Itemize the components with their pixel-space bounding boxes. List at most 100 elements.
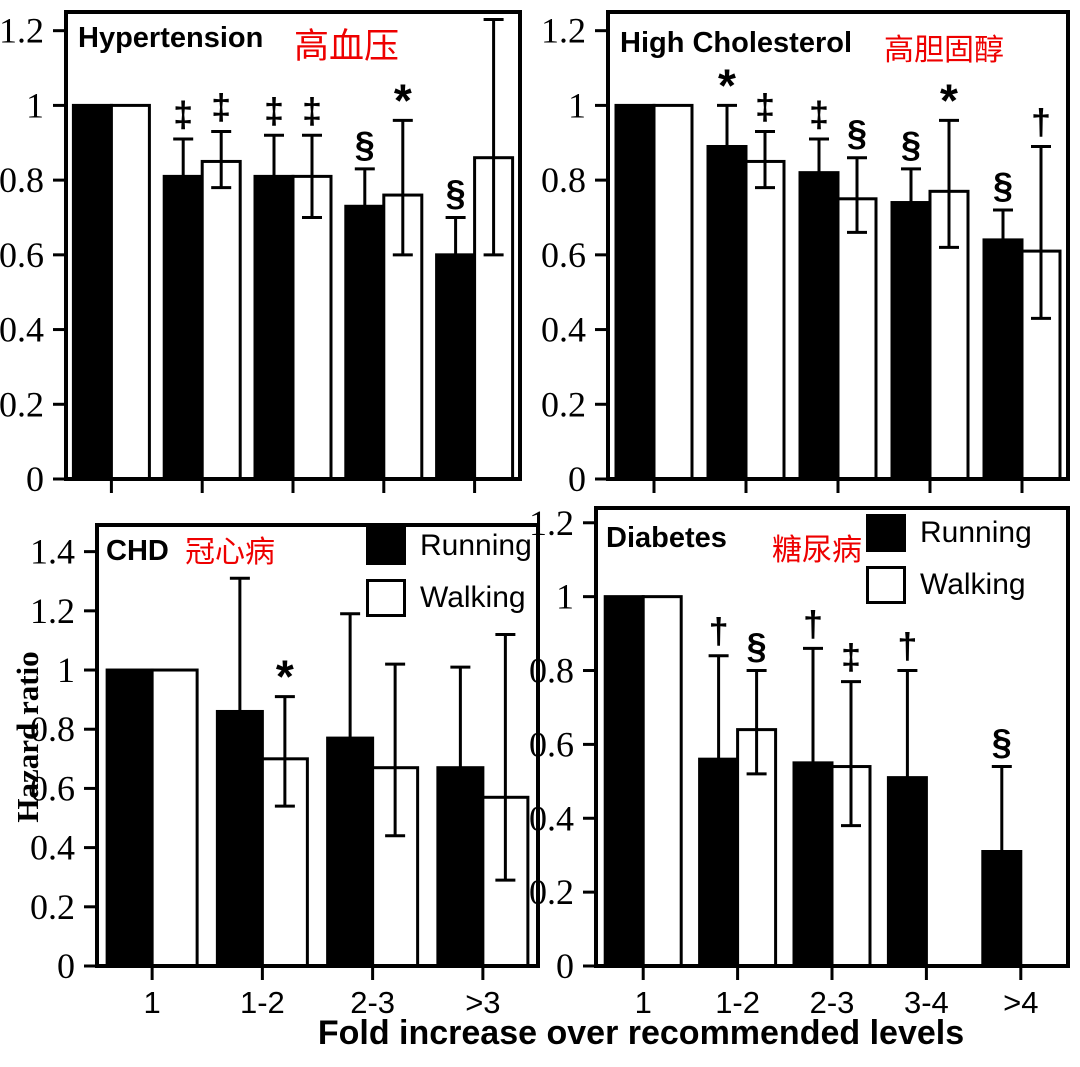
diabetes-x-tick-label-3: 3-4 (904, 985, 949, 1020)
chd-y-tick-label: 1 (57, 650, 75, 690)
panel-title-high-cholesterol: High Cholesterol (620, 27, 853, 59)
diabetes-y-tick-label: 0.2 (529, 872, 574, 912)
diabetes-significance-marker-3: † (897, 626, 917, 667)
hypertension-y-tick-label: 0.2 (0, 384, 44, 424)
hypertension-significance-marker-2: ‡ (302, 90, 322, 131)
high_cholesterol-running-bar-2 (798, 171, 840, 481)
hypertension-running-bar-3 (344, 204, 386, 481)
high_cholesterol-significance-marker-3: § (901, 124, 921, 165)
high_cholesterol-running-bar-3 (890, 201, 932, 481)
diabetes-significance-marker-1: † (709, 611, 729, 652)
legend-swatch-walking (366, 579, 406, 617)
legend-row-running: Running (366, 527, 532, 565)
legend-label-walking: Walking (920, 568, 1026, 601)
panel-title-diabetes: Diabetes (606, 522, 727, 554)
diabetes-significance-marker-1: § (747, 626, 767, 667)
high_cholesterol-walking-bar-1 (744, 159, 786, 481)
diabetes-significance-marker-2: † (803, 603, 823, 644)
hypertension-running-bar-0 (71, 103, 113, 481)
chd-significance-marker-1: * (276, 651, 294, 703)
chd-plot-frame (95, 523, 540, 968)
hypertension-significance-marker-2: ‡ (264, 90, 284, 131)
high_cholesterol-y-tick-label: 1.2 (541, 11, 586, 51)
legend-chd: Running Walking (366, 527, 532, 631)
legend-swatch-walking (866, 566, 906, 604)
high_cholesterol-significance-marker-1: * (718, 59, 736, 111)
chd-y-tick-label: 0.6 (30, 768, 75, 808)
chd-running-bar-0 (105, 668, 154, 968)
chd-y-tick-label: 0 (57, 946, 75, 986)
diabetes-y-tick-label: 0.6 (529, 724, 574, 764)
diabetes-y-tick-label: 0.4 (529, 798, 574, 838)
panel-title-cn-high-cholesterol: 高胆固醇 (884, 34, 1004, 67)
chd-x-tick-label-3: >3 (465, 985, 500, 1020)
diabetes-walking-bar-0 (641, 595, 683, 968)
hypertension-y-tick-label: 0 (26, 459, 44, 499)
legend-label-running: Running (920, 516, 1032, 549)
chd-y-tick-label: 1.4 (30, 532, 75, 572)
hypertension-y-tick-label: 1 (26, 85, 44, 125)
x-axis-title: Fold increase over recommended levels (317, 1014, 965, 1052)
high_cholesterol-significance-marker-2: ‡ (809, 94, 829, 135)
panel-title-cn-hypertension: 高血压 (294, 27, 400, 66)
legend-swatch-running (366, 527, 406, 565)
hypertension-significance-marker-3: * (394, 74, 412, 126)
hypertension-significance-marker-1: ‡ (173, 94, 193, 135)
chd-y-tick-label: 0.4 (30, 828, 75, 868)
diabetes-running-bar-4 (981, 850, 1023, 968)
high_cholesterol-significance-marker-4: † (1031, 101, 1051, 142)
diabetes-running-bar-3 (886, 776, 928, 968)
chd-x-tick-label-0: 1 (144, 985, 161, 1020)
legend-label-walking: Walking (420, 581, 526, 614)
legend-row-walking: Walking (866, 566, 1032, 604)
diabetes-y-tick-label: 0 (556, 946, 574, 986)
legend-label-running: Running (420, 529, 532, 562)
chd-x-tick-label-1: 1-2 (240, 985, 285, 1020)
diabetes-x-tick-label-0: 1 (635, 985, 652, 1020)
high_cholesterol-running-bar-1 (706, 144, 748, 481)
diabetes-x-tick-label-2: 2-3 (810, 985, 855, 1020)
high_cholesterol-y-tick-label: 0.8 (541, 160, 586, 200)
chd-y-tick-label: 0.2 (30, 887, 75, 927)
high_cholesterol-significance-marker-3: * (940, 74, 958, 126)
high_cholesterol-significance-marker-1: ‡ (755, 87, 775, 128)
hypertension-running-bar-2 (253, 174, 295, 481)
legend-swatch-running (866, 514, 906, 552)
chd-walking-bar-0 (150, 668, 199, 968)
y-axis-title: Hazard ratio (10, 651, 45, 823)
high_cholesterol-y-tick-label: 0 (568, 459, 586, 499)
hypertension-significance-marker-4: § (446, 172, 466, 213)
high_cholesterol-walking-bar-2 (836, 197, 878, 481)
diabetes-running-bar-1 (698, 757, 740, 968)
hypertension-running-bar-4 (435, 253, 477, 481)
panel-title-hypertension: Hypertension (78, 22, 264, 54)
diabetes-y-tick-label: 1.2 (529, 503, 574, 543)
legend-row-running: Running (866, 514, 1032, 552)
diabetes-significance-marker-4: § (992, 722, 1012, 763)
high_cholesterol-significance-marker-4: § (993, 165, 1013, 206)
high_cholesterol-running-bar-0 (614, 103, 656, 481)
panel-title-cn-diabetes: 糖尿病 (772, 534, 862, 567)
diabetes-y-tick-label: 0.8 (529, 651, 574, 691)
panel-title-cn-chd: 冠心病 (185, 536, 275, 569)
diabetes-significance-marker-2: ‡ (841, 637, 861, 678)
chd-running-bar-2 (326, 736, 375, 968)
high_cholesterol-y-tick-label: 0.4 (541, 310, 586, 350)
chd-running-bar-3 (436, 766, 485, 968)
diabetes-running-bar-2 (792, 761, 834, 968)
hypertension-y-tick-label: 1.2 (0, 11, 44, 51)
panel-title-chd: CHD (106, 535, 169, 567)
hypertension-significance-marker-3: § (355, 124, 375, 165)
hypertension-walking-bar-2 (291, 174, 333, 481)
chd-running-bar-1 (215, 709, 264, 968)
diabetes-y-tick-label: 1 (556, 577, 574, 617)
hypertension-y-tick-label: 0.8 (0, 160, 44, 200)
hypertension-walking-bar-0 (109, 103, 151, 481)
diabetes-running-bar-0 (603, 595, 645, 968)
diabetes-x-tick-label-1: 1-2 (715, 985, 760, 1020)
hypertension-y-tick-label: 0.4 (0, 310, 44, 350)
hypertension-significance-marker-1: ‡ (211, 87, 231, 128)
high_cholesterol-significance-marker-2: § (847, 113, 867, 154)
